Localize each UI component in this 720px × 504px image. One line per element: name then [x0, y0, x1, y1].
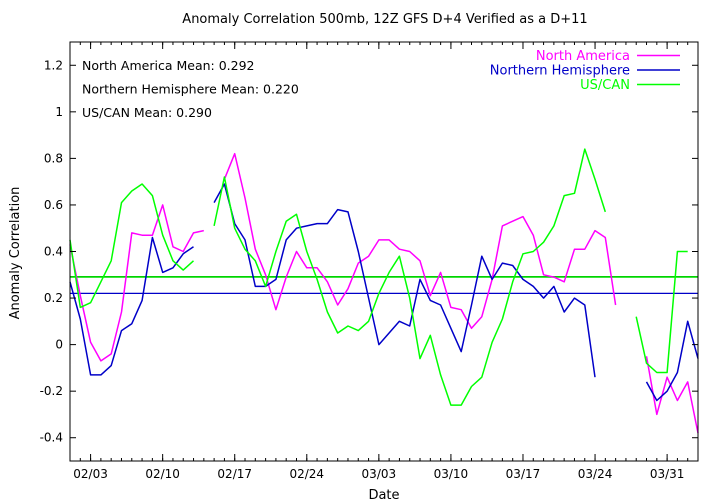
x-axis-title: Date — [368, 488, 399, 503]
series-line-us-can — [213, 148, 607, 406]
y-tick-label: 0.4 — [44, 245, 63, 259]
y-tick-label: 1.2 — [44, 58, 63, 72]
series-line-us-can — [69, 183, 195, 309]
x-tick-label: 02/10 — [145, 467, 180, 481]
mean-lines — [70, 275, 698, 295]
x-tick-label: 02/03 — [73, 467, 108, 481]
axis-ticks: -0.4 -0.2 0 0.2 0.4 0.6 0.8 1 1.2 02/03 02/10 02/17… — [40, 42, 699, 481]
series-line-northern-hemisphere — [645, 320, 699, 402]
series-line-north-america — [69, 204, 204, 362]
x-tick-label: 03/31 — [650, 467, 685, 481]
y-tick-label: 0.8 — [44, 151, 63, 165]
y-tick-label: 1 — [55, 105, 63, 119]
plot-frame — [69, 41, 699, 462]
x-tick-label: 03/24 — [578, 467, 613, 481]
stat-text: US/CAN Mean: 0.290 — [82, 105, 212, 120]
stats-annotations: North America Mean: 0.292 Northern Hemisp… — [82, 58, 299, 120]
x-tick-label: 03/17 — [506, 467, 541, 481]
series-line-north-america — [645, 356, 699, 434]
series-line-northern-hemisphere — [69, 236, 194, 376]
x-tick-label: 02/17 — [217, 467, 252, 481]
x-tick-label: 03/03 — [362, 467, 397, 481]
stat-text: North America Mean: 0.292 — [82, 58, 255, 73]
legend-label: North America — [536, 49, 630, 64]
y-tick-label: 0.6 — [44, 198, 63, 212]
x-tick-label: 02/24 — [289, 467, 324, 481]
stat-text: Northern Hemisphere Mean: 0.220 — [82, 82, 299, 97]
y-axis-title: Anomaly Correlation — [8, 187, 23, 320]
series-line-northern-hemisphere — [213, 183, 596, 378]
series-lines — [69, 148, 699, 434]
y-tick-label: 0 — [55, 338, 63, 352]
series-line-north-america — [223, 152, 617, 330]
y-tick-label: -0.2 — [40, 384, 63, 398]
chart-title: Anomaly Correlation 500mb, 12Z GFS D+4 V… — [182, 12, 587, 27]
y-tick-label: -0.4 — [40, 431, 63, 445]
y-tick-label: 0.2 — [44, 291, 63, 305]
legend-label: US/CAN — [580, 78, 630, 93]
series-line-us-can — [635, 250, 688, 374]
x-tick-label: 03/10 — [434, 467, 469, 481]
legend-label: Northern Hemisphere — [490, 64, 630, 79]
